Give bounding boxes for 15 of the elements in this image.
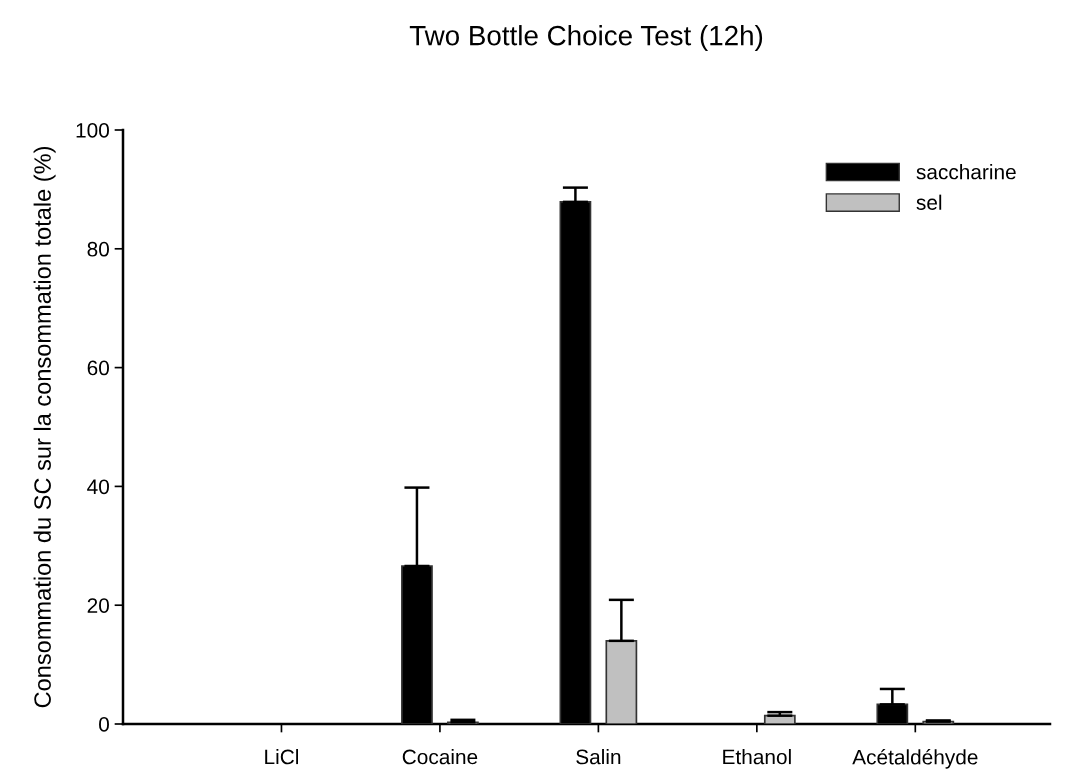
- y-tick-label: 20: [87, 598, 109, 613]
- chart-title: Two Bottle Choice Test (12h): [409, 25, 763, 51]
- y-axis-title: Consommation du SC sur la consommation totale (%): [33, 146, 56, 708]
- x-tick-label: Ethanol: [723, 749, 791, 765]
- x-tick-label: LiCl: [265, 749, 299, 765]
- x-tick-label: Cocaine: [402, 749, 478, 765]
- y-tick-label: 100: [76, 123, 109, 138]
- x-tick-label: Acétaldéhyde: [852, 749, 978, 769]
- y-tick-label: 80: [87, 241, 109, 257]
- y-tick-label: 0: [99, 717, 109, 732]
- x-tick-label: Salin: [576, 749, 621, 765]
- y-tick-label: 40: [87, 479, 109, 495]
- y-tick-label: 60: [87, 360, 109, 376]
- legend-label: saccharine: [916, 164, 1016, 180]
- legend-label: sel: [916, 194, 942, 210]
